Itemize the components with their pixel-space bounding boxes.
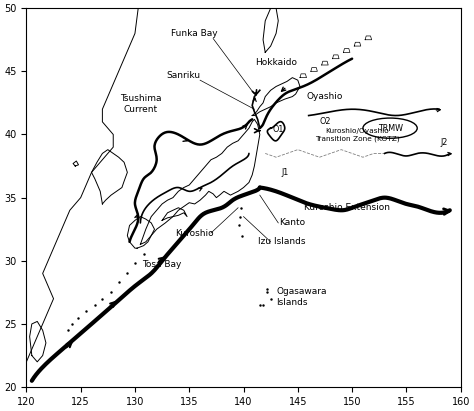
Polygon shape [140,119,260,245]
Polygon shape [162,208,187,220]
Text: Kuroshio: Kuroshio [175,229,214,238]
Polygon shape [322,61,328,65]
Polygon shape [365,36,372,40]
Polygon shape [73,161,79,166]
Text: O2: O2 [319,118,331,126]
Text: Kuroshio Extension: Kuroshio Extension [304,203,390,212]
Text: Ogasawara
Islands: Ogasawara Islands [276,287,327,307]
Text: Tosa Bay: Tosa Bay [142,260,182,269]
Polygon shape [333,55,339,59]
Polygon shape [263,8,278,52]
Text: O1: O1 [273,125,284,134]
Polygon shape [311,67,317,72]
Text: Izu Islands: Izu Islands [258,238,305,246]
Text: J1: J1 [281,168,288,177]
Text: TRMW: TRMW [378,124,402,133]
Text: Kanto: Kanto [279,218,305,227]
Text: Tsushima
Current: Tsushima Current [119,94,161,114]
Polygon shape [91,150,128,204]
Text: Oyashio: Oyashio [307,92,343,101]
Text: J2: J2 [441,138,448,147]
Polygon shape [300,74,307,78]
Polygon shape [354,42,361,46]
Text: Kuroshio/Oyashio
Transition Zone (KOTZ): Kuroshio/Oyashio Transition Zone (KOTZ) [315,128,400,142]
Polygon shape [343,48,350,52]
Polygon shape [252,78,300,115]
Polygon shape [128,217,155,248]
Polygon shape [30,321,46,362]
Text: Sanriku: Sanriku [167,71,201,80]
Text: Funka Bay: Funka Bay [171,29,218,38]
Text: Hokkaido: Hokkaido [255,58,297,67]
